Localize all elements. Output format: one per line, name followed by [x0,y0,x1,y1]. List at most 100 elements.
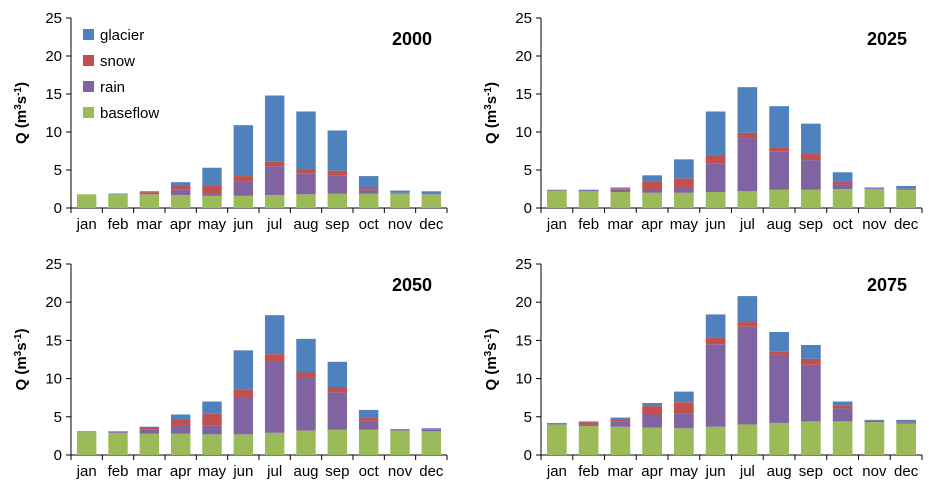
bar-rain-feb [578,190,599,192]
bar-baseflow-oct [832,189,853,208]
bar-snow-jul [264,161,285,167]
bar-baseflow-may [674,428,694,455]
bar-glacier-jan [547,422,567,424]
x-tick-label: dec [419,216,444,233]
bar-baseflow-oct [358,193,379,208]
bar-rain-aug [296,377,316,431]
x-tick-label: nov [388,463,413,480]
y-tick-label: 10 [45,124,62,141]
bar-rain-oct [832,184,853,189]
y-tick-label: 25 [515,10,532,27]
bar-baseflow-dec [421,431,442,455]
bar-snow-sep [327,170,348,176]
bar-snow-oct [832,405,853,409]
bar-glacier-mar [139,426,160,428]
x-tick-label: sep [799,463,823,480]
y-tick-label: 0 [54,200,62,217]
bar-baseflow-jul [737,424,758,455]
x-tick-label: oct [359,216,380,233]
x-tick-label: mar [607,463,633,480]
y-tick-label: 10 [45,371,62,388]
bar-rain-may [674,413,694,429]
bar-baseflow-jul [264,195,285,208]
x-tick-label: jul [739,463,755,480]
x-tick-label: jun [232,463,253,480]
bar-rain-oct [832,408,853,422]
x-tick-label: may [670,463,699,480]
bar-baseflow-dec [896,423,916,455]
bar-rain-mar [610,421,631,427]
y-axis-label: Q (m3s-1) [13,329,31,391]
x-tick-label: jun [705,463,726,480]
bar-snow-apr [642,406,662,415]
chart-panel-2050: 0 5 10 15 20 25 jan feb mar apr may jun jul aug sep oct… [13,256,448,480]
bar-glacier-may [202,401,222,414]
bar-rain-jan [76,431,97,433]
bar-snow-mar [139,191,160,193]
bar-glacier-apr [642,403,662,407]
bar-rain-may [202,193,222,196]
bar-baseflow-jan [76,432,97,455]
bar-baseflow-feb [578,425,599,455]
x-tick-label: nov [388,216,413,233]
bar-baseflow-mar [610,192,631,208]
y-tick-label: 20 [45,48,62,65]
y-tick-label: 15 [45,332,62,349]
bar-snow-may [674,402,694,414]
bar-glacier-sep [327,361,348,388]
x-tick-label: aug [767,463,792,480]
legend-swatch-baseflow [83,107,94,118]
legend-label-snow: snow [100,53,135,70]
y-tick-label: 20 [515,48,532,65]
x-tick-label: oct [833,463,854,480]
bar-baseflow-mar [610,426,631,455]
bar-rain-aug [769,151,789,190]
x-tick-label: apr [170,463,192,480]
bar-baseflow-dec [896,189,916,208]
y-axis-label: Q (m3s-1) [483,82,501,144]
legend: glacier snow rain baseflow [83,27,159,122]
bar-rain-jan [547,189,567,191]
bar-glacier-nov [390,429,410,430]
bar-rain-apr [170,189,191,196]
x-tick-label: sep [325,463,349,480]
bar-baseflow-jan [547,424,567,455]
y-tick-label: 20 [515,294,532,311]
bar-baseflow-jun [705,192,726,208]
x-tick-label: nov [862,463,887,480]
bar-snow-jul [264,354,285,362]
y-tick-label: 15 [45,86,62,103]
x-tick-label: oct [833,216,854,233]
x-tick-label: dec [419,463,444,480]
bar-rain-dec [896,422,916,424]
x-tick-label: aug [767,216,792,233]
bar-baseflow-may [202,434,222,455]
bar-glacier-jul [737,87,758,133]
bar-rain-mar [610,189,631,193]
bar-glacier-aug [296,338,316,373]
bar-baseflow-feb [108,432,128,455]
bar-baseflow-apr [642,427,662,455]
bar-glacier-jun [705,314,726,338]
bar-rain-dec [421,193,442,195]
legend-swatch-glacier [83,29,94,40]
bar-glacier-apr [170,414,191,420]
bar-snow-mar [610,188,631,190]
bar-glacier-feb [578,421,599,423]
bar-snow-jul [737,132,758,139]
bar-rain-mar [139,429,160,434]
bar-glacier-aug [769,106,789,148]
bar-rain-oct [358,189,379,194]
bar-glacier-sep [801,344,821,359]
bar-rain-jan [547,423,567,425]
bar-baseflow-aug [296,194,316,208]
bar-rain-jun [705,344,726,427]
bar-snow-aug [769,147,789,152]
x-tick-label: mar [607,216,633,233]
bar-glacier-sep [801,123,821,155]
bar-baseflow-nov [864,189,885,208]
bar-glacier-jun [233,350,254,390]
y-tick-label: 5 [524,162,532,179]
bar-snow-jun [705,337,726,345]
